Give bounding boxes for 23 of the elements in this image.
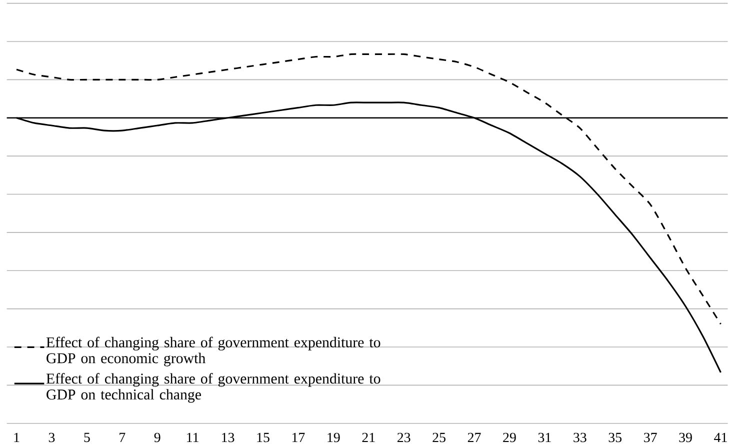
x-tick-label: 39 [679, 432, 692, 442]
x-tick-label: 41 [714, 432, 727, 442]
x-tick-label: 35 [608, 432, 622, 442]
x-tick-label: 3 [48, 432, 55, 442]
x-tick-label: 5 [84, 432, 90, 442]
x-tick-label: 37 [644, 432, 657, 442]
x-tick-label: 31 [538, 432, 551, 442]
x-tick-label: 33 [574, 432, 586, 442]
x-tick-label: 19 [328, 432, 340, 442]
x-tick-label: 17 [292, 432, 305, 442]
x-tick-label: 13 [222, 432, 234, 442]
x-tick-label: 27 [468, 432, 481, 442]
x-tick-label: 23 [397, 432, 410, 442]
x-tick-label: 9 [154, 432, 160, 442]
x-tick-label: 29 [503, 432, 516, 442]
x-tick-label: 1 [14, 432, 20, 442]
x-tick-label: 25 [432, 432, 446, 442]
legend-label: Effect of changing share of government expenditure to GDP on technical change [46, 372, 380, 402]
x-tick-label: 7 [120, 432, 126, 442]
x-tick-label: 11 [187, 432, 198, 442]
legend-label: Effect of changing share of government expenditure to GDP on economic growth [46, 336, 380, 366]
x-tick-label: 15 [257, 432, 270, 442]
x-tick-label: 21 [362, 432, 375, 442]
